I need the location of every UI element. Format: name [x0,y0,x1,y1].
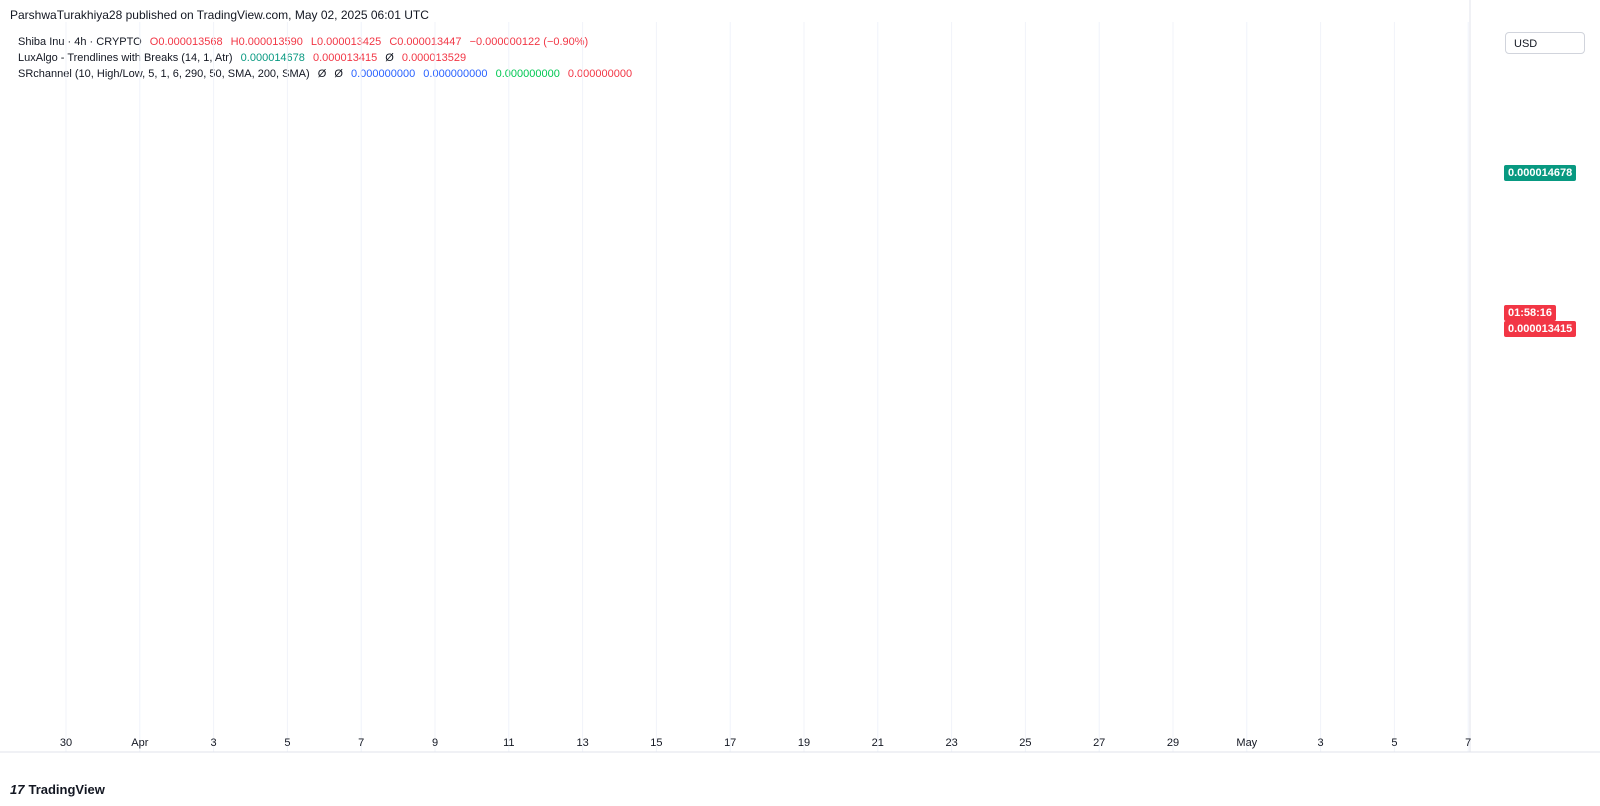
legend-symbol[interactable]: Shiba Inu · 4h · CRYPTO [18,36,142,48]
indicator1-value-1: 0.000014678 [240,52,305,64]
time-tick-label: 11 [503,737,514,749]
time-tick-label: 7 [358,737,364,749]
indicator1-name[interactable]: LuxAlgo - Trendlines with Breaks (14, 1,… [18,52,233,64]
time-tick-label: 15 [650,737,662,749]
indicator2-value-1: Ø [317,68,327,80]
legend-high: H0.000013590 [230,36,303,48]
bar-countdown-tag: 01:58:16 [1504,305,1557,321]
indicator2-value-4: 0.000000000 [423,68,488,80]
time-tick-label: 19 [798,737,810,749]
time-tick-label: 25 [1019,737,1031,749]
indicator2-name[interactable]: SRchannel (10, High/Low, 5, 1, 6, 290, 5… [18,68,310,80]
tradingview-logo-icon: 17 [10,782,25,797]
currency-selector[interactable]: USD [1505,32,1585,54]
time-tick-label: 13 [576,737,588,749]
legend-low: L0.000013425 [310,36,382,48]
legend-open: O0.000013568 [149,36,223,48]
time-tick-label: May [1236,737,1257,749]
time-tick-label: 29 [1167,737,1179,749]
time-tick-label: 9 [432,737,438,749]
indicator2-value-3: 0.000000000 [350,68,416,80]
tradingview-brand-text: TradingView [28,782,105,797]
legend-indicator2-row: SRchannel (10, High/Low, 5, 1, 6, 290, 5… [18,66,632,82]
time-tick-label: 30 [60,737,72,749]
indicator1-value-4: 0.000013529 [401,52,467,64]
indicator2-value-6: 0.000000000 [567,68,633,80]
chart-grid [0,0,1600,753]
legend-close: C0.000013447 [389,36,462,48]
time-tick-label: Apr [131,737,148,749]
indicator2-value-5: 0.000000000 [495,68,560,80]
last-price-tag: 0.000013415 [1504,321,1577,337]
time-axis: 30 Apr 3 5 7 9 11 13 15 17 19 21 23 25 27 29 May 3 5 7 [60,737,1471,749]
legend-change: −0.000000122 (−0.90%) [469,36,589,48]
time-tick-label: 21 [872,737,884,749]
legend-symbol-row: Shiba Inu · 4h · CRYPTO O0.000013568 H0.… [18,34,632,50]
time-tick-label: 23 [945,737,957,749]
publisher-header: ParshwaTurakhiya28 published on TradingV… [10,8,429,22]
time-tick-label: 5 [1391,737,1397,749]
time-tick-label: 27 [1093,737,1105,749]
tradingview-brand[interactable]: 17 TradingView [10,782,105,797]
indicator1-value-3: Ø [385,52,394,64]
time-tick-label: 17 [724,737,736,749]
time-tick-label: 7 [1465,737,1471,749]
upper-trendline-price-tag: 0.000014678 [1504,165,1577,181]
chart-legend: Shiba Inu · 4h · CRYPTO O0.000013568 H0.… [18,34,632,82]
indicator2-value-2: Ø [334,68,343,80]
time-tick-label: 3 [211,737,217,749]
time-tick-label: 3 [1318,737,1324,749]
time-tick-label: 5 [284,737,290,749]
